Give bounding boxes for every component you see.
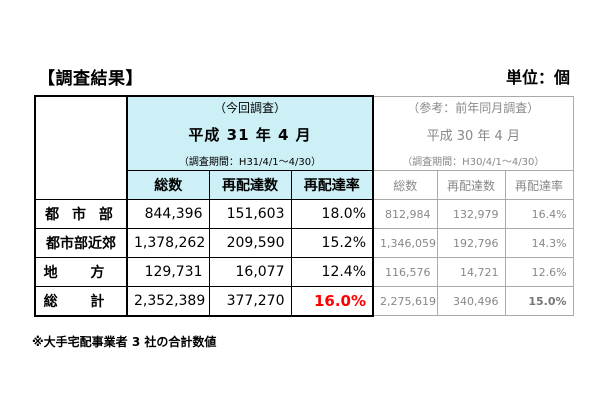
ref-cell-rate: 14.3% [504,228,574,258]
ref-col-total: 総数 [372,170,438,200]
reference-period-label: （参考：前年同月調査） [407,100,540,115]
table-row: 都市部近郊 1,378,262 209,590 15.2% 1,346,059 … [34,228,574,258]
ref-cell-redelivery: 14,721 [436,257,506,287]
current-period-date: 平成 31 年 4 月 [188,126,312,144]
ref-cell-total: 812,984 [372,199,438,229]
cell-total: 1,378,262 [126,228,210,258]
current-period-header: （今回調査） 平成 31 年 4 月 （調査期間：H31/4/1～4/30） [127,95,375,171]
cell-redelivery: 377,270 [208,286,292,317]
cell-rate: 12.4% [290,257,375,287]
corner-cell [34,95,128,200]
reference-period-header: （参考：前年同月調査） 平成 30 年 4 月 （調査期間：H30/4/1～4/… [372,95,574,171]
current-period-range: （調査期間：H31/4/1～4/30） [178,157,322,168]
ref-cell-rate: 15.0% [504,286,574,316]
period-header-row: （今回調査） 平成 31 年 4 月 （調査期間：H31/4/1～4/30） （… [34,95,574,200]
cell-total: 844,396 [126,199,210,229]
cell-total: 129,731 [126,257,210,287]
ref-cell-rate: 16.4% [504,199,574,229]
cell-rate: 18.0% [290,199,375,229]
col-redelivery: 再配達数 [208,170,292,200]
unit-label: 単位：個 [505,68,570,87]
results-table: （今回調査） 平成 31 年 4 月 （調査期間：H31/4/1～4/30） （… [34,95,574,317]
cell-total: 2,352,389 [126,286,210,317]
row-label: 都 市 部 [34,199,128,229]
cell-redelivery: 151,603 [208,199,292,229]
row-label: 総 計 [34,286,128,317]
row-label: 都市部近郊 [34,228,128,258]
col-rate: 再配達率 [290,170,375,200]
column-header-row: 総数 再配達数 再配達率 総数 再配達数 再配達率 [35,170,574,200]
row-label: 地 方 [34,257,128,287]
cell-rate: 15.2% [290,228,375,258]
section-title: 【調査結果】 [38,69,143,89]
ref-cell-redelivery: 192,796 [436,228,506,258]
ref-cell-total: 116,576 [372,257,438,287]
cell-redelivery: 16,077 [208,257,292,287]
ref-cell-redelivery: 132,979 [436,199,506,229]
ref-cell-total: 2,275,619 [372,286,438,316]
col-total: 総数 [126,170,210,200]
total-row: 総 計 2,352,389 377,270 16.0% 2,275,619 34… [34,286,574,317]
reference-period-range: （調査期間：H30/4/1～4/30） [402,156,545,168]
ref-cell-rate: 12.6% [504,257,574,287]
ref-col-redelivery: 再配達数 [436,170,506,200]
current-period-label: （今回調査） [214,101,287,115]
ref-cell-redelivery: 340,496 [436,286,506,316]
ref-cell-total: 1,346,059 [372,228,438,258]
ref-col-rate: 再配達率 [504,170,574,200]
footnote: ※大手宅配事業者 3 社の合計数値 [32,335,217,349]
table-row: 都 市 部 844,396 151,603 18.0% 812,984 132,… [34,199,574,229]
cell-redelivery: 209,590 [208,228,292,258]
cell-rate-highlight: 16.0% [290,286,375,317]
reference-period-date: 平成 30 年 4 月 [426,128,520,144]
table-row: 地 方 129,731 16,077 12.4% 116,576 14,721 … [34,257,574,287]
